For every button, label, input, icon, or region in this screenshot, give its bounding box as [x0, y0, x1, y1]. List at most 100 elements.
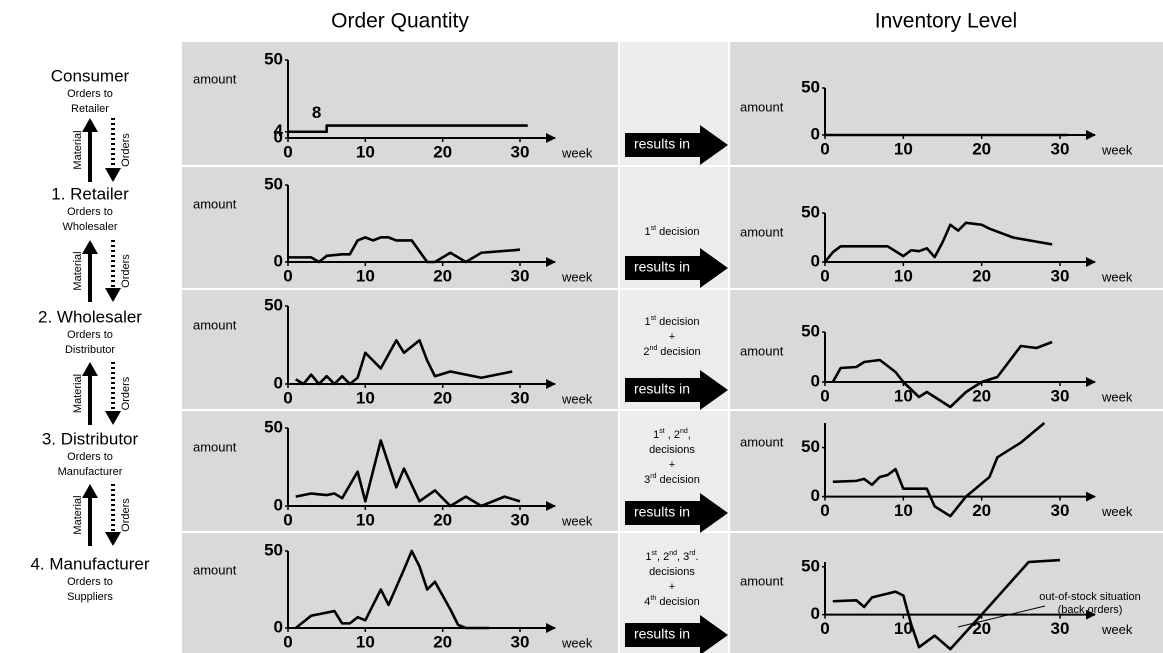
- inventory-panel: [730, 167, 1163, 288]
- orders-arrow-head: [105, 288, 121, 302]
- decision-text: , 2: [657, 551, 669, 563]
- stage-name: 2. Wholesaler: [38, 307, 142, 326]
- y-tick-label: 50: [801, 321, 820, 340]
- results-arrow: [625, 370, 728, 410]
- y-tick-label: 50: [801, 556, 820, 575]
- y-tick-label: 50: [801, 202, 820, 221]
- inventory-panel: [730, 411, 1163, 531]
- y-tick-label: 0: [274, 127, 283, 146]
- data-line: [832, 422, 1046, 518]
- decision-text: decisions: [649, 444, 695, 456]
- decision-line: 1st, 2nd, 3rd.: [645, 550, 698, 563]
- decision-line: 2nd decision: [643, 345, 700, 358]
- decision-text: decision: [656, 596, 699, 608]
- superscript: rd: [689, 550, 695, 557]
- y-axis-label: amount: [740, 99, 784, 114]
- stage-name: 4. Manufacturer: [30, 554, 149, 573]
- stage-sub: Retailer: [71, 103, 109, 115]
- header-inventory: Inventory Level: [875, 10, 1017, 33]
- decision-text: +: [669, 459, 675, 471]
- x-tick-label: 30: [511, 510, 530, 529]
- material-label: Material: [72, 495, 84, 534]
- stage-sub: Orders to: [67, 451, 113, 463]
- decision-text: , 2: [665, 429, 680, 441]
- stage-sub: Orders to: [67, 88, 113, 100]
- decision-text: +: [669, 581, 675, 593]
- material-arrow-head: [82, 362, 98, 376]
- order-panel: [182, 411, 618, 531]
- data-line: [295, 339, 513, 386]
- order-panel: [182, 42, 618, 165]
- x-tick-label: 30: [511, 142, 530, 161]
- x-axis-label: week: [1101, 142, 1133, 157]
- y-tick-label: 50: [801, 437, 820, 456]
- stage-name: Consumer: [51, 66, 130, 85]
- y-tick-label: 50: [801, 77, 820, 96]
- decision-text: 1: [645, 226, 651, 238]
- y-tick-label: 4: [274, 121, 284, 140]
- results-label: results in: [634, 626, 690, 642]
- x-tick-label: 0: [820, 501, 829, 520]
- x-tick-label: 30: [511, 632, 530, 651]
- x-tick-label: 30: [1051, 386, 1070, 405]
- decision-text: 2: [643, 346, 649, 358]
- decision-text: +: [669, 331, 675, 343]
- y-axis-label: amount: [193, 71, 237, 86]
- stage-sub: Manufacturer: [58, 466, 123, 478]
- stage-sub: Orders to: [67, 329, 113, 341]
- y-tick-label: 0: [811, 486, 820, 505]
- results-arrow: [625, 125, 728, 165]
- decision-line: +: [669, 331, 675, 343]
- x-tick-label: 30: [1051, 501, 1070, 520]
- stage-name: 1. Retailer: [51, 184, 129, 203]
- x-tick-label: 20: [972, 386, 991, 405]
- stage-sub: Wholesaler: [62, 221, 117, 233]
- y-tick-label: 50: [264, 174, 283, 193]
- orders-label: Orders: [120, 254, 132, 288]
- y-axis-label: amount: [193, 196, 237, 211]
- decision-text: , 3: [677, 551, 689, 563]
- decision-line: +: [669, 581, 675, 593]
- data-line: [288, 124, 528, 134]
- stage-sub: Suppliers: [67, 591, 113, 603]
- x-tick-label: 0: [820, 139, 829, 158]
- data-line: [295, 439, 521, 508]
- x-tick-label: 0: [283, 510, 292, 529]
- superscript: th: [650, 595, 656, 602]
- decision-text: .: [696, 551, 699, 563]
- material-arrow-head: [82, 118, 98, 132]
- results-arrow: [625, 493, 728, 533]
- results-arrow: [625, 615, 728, 653]
- x-tick-label: 20: [972, 619, 991, 638]
- superscript: st: [651, 225, 657, 232]
- y-tick-label: 0: [811, 371, 820, 390]
- data-line: [831, 340, 1053, 409]
- x-tick-label: 10: [894, 501, 913, 520]
- x-axis-label: week: [561, 513, 593, 528]
- x-tick-label: 10: [356, 266, 375, 285]
- material-label: Material: [72, 130, 84, 169]
- x-tick-label: 0: [820, 266, 829, 285]
- x-tick-label: 10: [356, 632, 375, 651]
- y-axis-label: amount: [193, 562, 237, 577]
- stage-sub: Orders to: [67, 206, 113, 218]
- y-axis-label: amount: [193, 317, 237, 332]
- y-tick-label: 0: [274, 251, 283, 270]
- decision-text: decision: [656, 474, 699, 486]
- data-line: [823, 221, 1053, 263]
- x-tick-label: 20: [433, 388, 452, 407]
- decision-line: 1st decision: [645, 315, 700, 328]
- material-arrow-head: [82, 240, 98, 254]
- y-tick-label: 0: [274, 617, 283, 636]
- decision-text: 1: [645, 551, 651, 563]
- superscript: nd: [649, 345, 657, 352]
- y-tick-label: 0: [274, 373, 283, 392]
- x-tick-label: 10: [356, 388, 375, 407]
- order-panel: [182, 290, 618, 409]
- decision-line: 1st , 2nd,: [653, 428, 691, 441]
- inventory-panel: [730, 42, 1163, 165]
- annotation: out-of-stock situation: [1039, 591, 1141, 603]
- decision-text: 3: [644, 474, 650, 486]
- x-tick-label: 30: [1051, 139, 1070, 158]
